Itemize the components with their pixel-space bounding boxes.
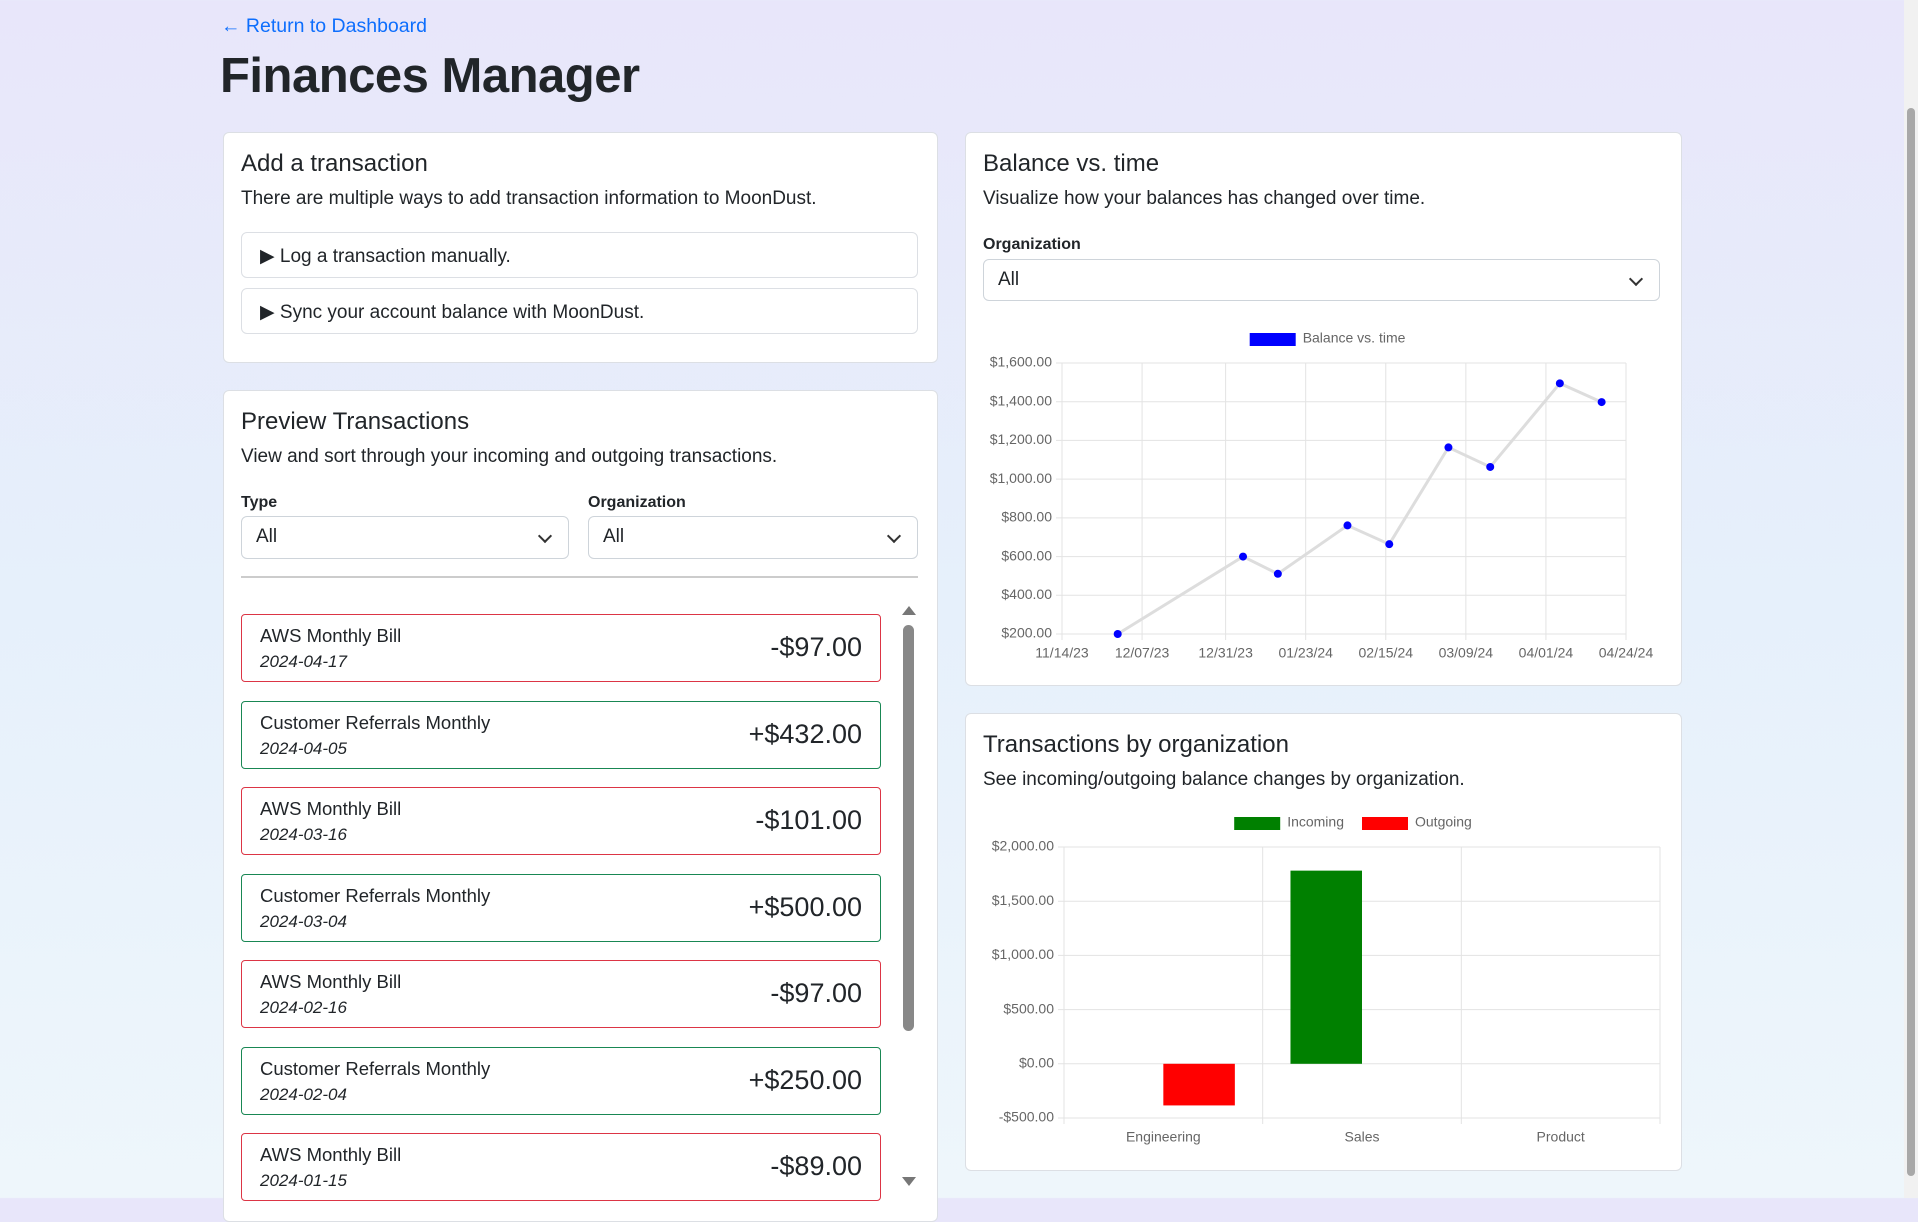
transaction-amount: -$97.00 xyxy=(770,978,862,1008)
details-label: Log a transaction manually. xyxy=(279,246,511,267)
transaction-amount: -$89.00 xyxy=(770,1151,862,1181)
filter-label: Organization xyxy=(588,494,686,511)
transaction-date: 2024-02-16 xyxy=(260,998,347,1017)
card-description: View and sort through your incoming and … xyxy=(241,446,778,467)
card-title: Transactions by organization xyxy=(983,731,1289,758)
transaction-name: Customer Referrals Monthly xyxy=(260,884,491,906)
transaction-date: 2024-03-16 xyxy=(260,825,347,844)
list-scroll-thumb[interactable] xyxy=(903,625,914,1031)
transaction-name: AWS Monthly Bill xyxy=(260,625,402,646)
back-link[interactable]: ← Return to Dashboard xyxy=(221,15,427,37)
transaction-item[interactable]: AWS Monthly Bill 2024-01-15 -$89.00 xyxy=(241,1133,881,1201)
card-title: Balance vs. time xyxy=(983,150,1160,177)
select-value: All xyxy=(603,526,625,547)
select-value: All xyxy=(998,269,1020,290)
transaction-item[interactable]: AWS Monthly Bill 2024-02-16 -$97.00 xyxy=(241,960,881,1028)
transaction-date: 2024-04-05 xyxy=(260,738,347,758)
transaction-name: AWS Monthly Bill xyxy=(260,798,402,819)
details-label: Sync your account balance with MoonDust. xyxy=(279,302,645,323)
add-card xyxy=(223,132,938,363)
card-title: Preview Transactions xyxy=(241,408,470,435)
details[interactable]: ▶ Sync your account balance with MoonDus… xyxy=(241,288,918,334)
transaction-name: AWS Monthly Bill xyxy=(260,971,402,992)
transaction-amount: -$97.00 xyxy=(770,632,862,662)
org-select[interactable]: All xyxy=(983,259,1660,301)
scrollbar xyxy=(1904,0,1918,1198)
filter-label: Organization xyxy=(983,236,1081,253)
transaction-amount: +$500.00 xyxy=(748,891,862,922)
transaction-item[interactable]: AWS Monthly Bill 2024-04-17 -$97.00 xyxy=(241,614,881,682)
transaction-amount: +$432.00 xyxy=(748,718,862,749)
transaction-date: 2024-02-04 xyxy=(260,1084,347,1104)
transaction-date: 2024-04-17 xyxy=(260,652,347,671)
page-title: Finances Manager xyxy=(220,49,640,103)
card-description: See incoming/outgoing balance changes by… xyxy=(983,769,1465,790)
scroll-thumb[interactable] xyxy=(1907,108,1915,1176)
card-description: Visualize how your balances has changed … xyxy=(983,188,1426,209)
scroll-up[interactable] xyxy=(902,606,916,615)
transaction-item[interactable]: Customer Referrals Monthly 2024-03-04 +$50… xyxy=(241,873,881,942)
transaction-item[interactable]: Customer Referrals Monthly 2024-02-04 +$25… xyxy=(241,1046,881,1115)
transaction-name: AWS Monthly Bill xyxy=(260,1144,402,1165)
card-title: Add a transaction xyxy=(241,150,428,177)
org-select[interactable]: All xyxy=(588,516,918,559)
scroll-down[interactable] xyxy=(902,1177,916,1186)
transaction-name: Customer Referrals Monthly xyxy=(260,711,491,733)
transaction-item[interactable]: AWS Monthly Bill 2024-03-16 -$101.00 xyxy=(241,787,881,855)
filter-label: Type xyxy=(241,494,278,511)
transaction-amount: -$101.00 xyxy=(755,805,862,835)
transaction-date: 2024-01-15 xyxy=(260,1171,347,1190)
card-description: There are multiple ways to add transacti… xyxy=(241,188,817,209)
transaction-amount: +$250.00 xyxy=(748,1064,862,1095)
balance-card xyxy=(965,132,1682,686)
transaction-date: 2024-03-04 xyxy=(260,911,347,931)
type-select[interactable]: All xyxy=(241,516,569,559)
details[interactable]: ▶ Log a transaction manually. xyxy=(241,232,918,278)
transaction-name: Customer Referrals Monthly xyxy=(260,1057,491,1079)
select-value: All xyxy=(256,526,278,547)
divider xyxy=(241,576,918,578)
transaction-item[interactable]: Customer Referrals Monthly 2024-04-05 +$43… xyxy=(241,700,881,769)
